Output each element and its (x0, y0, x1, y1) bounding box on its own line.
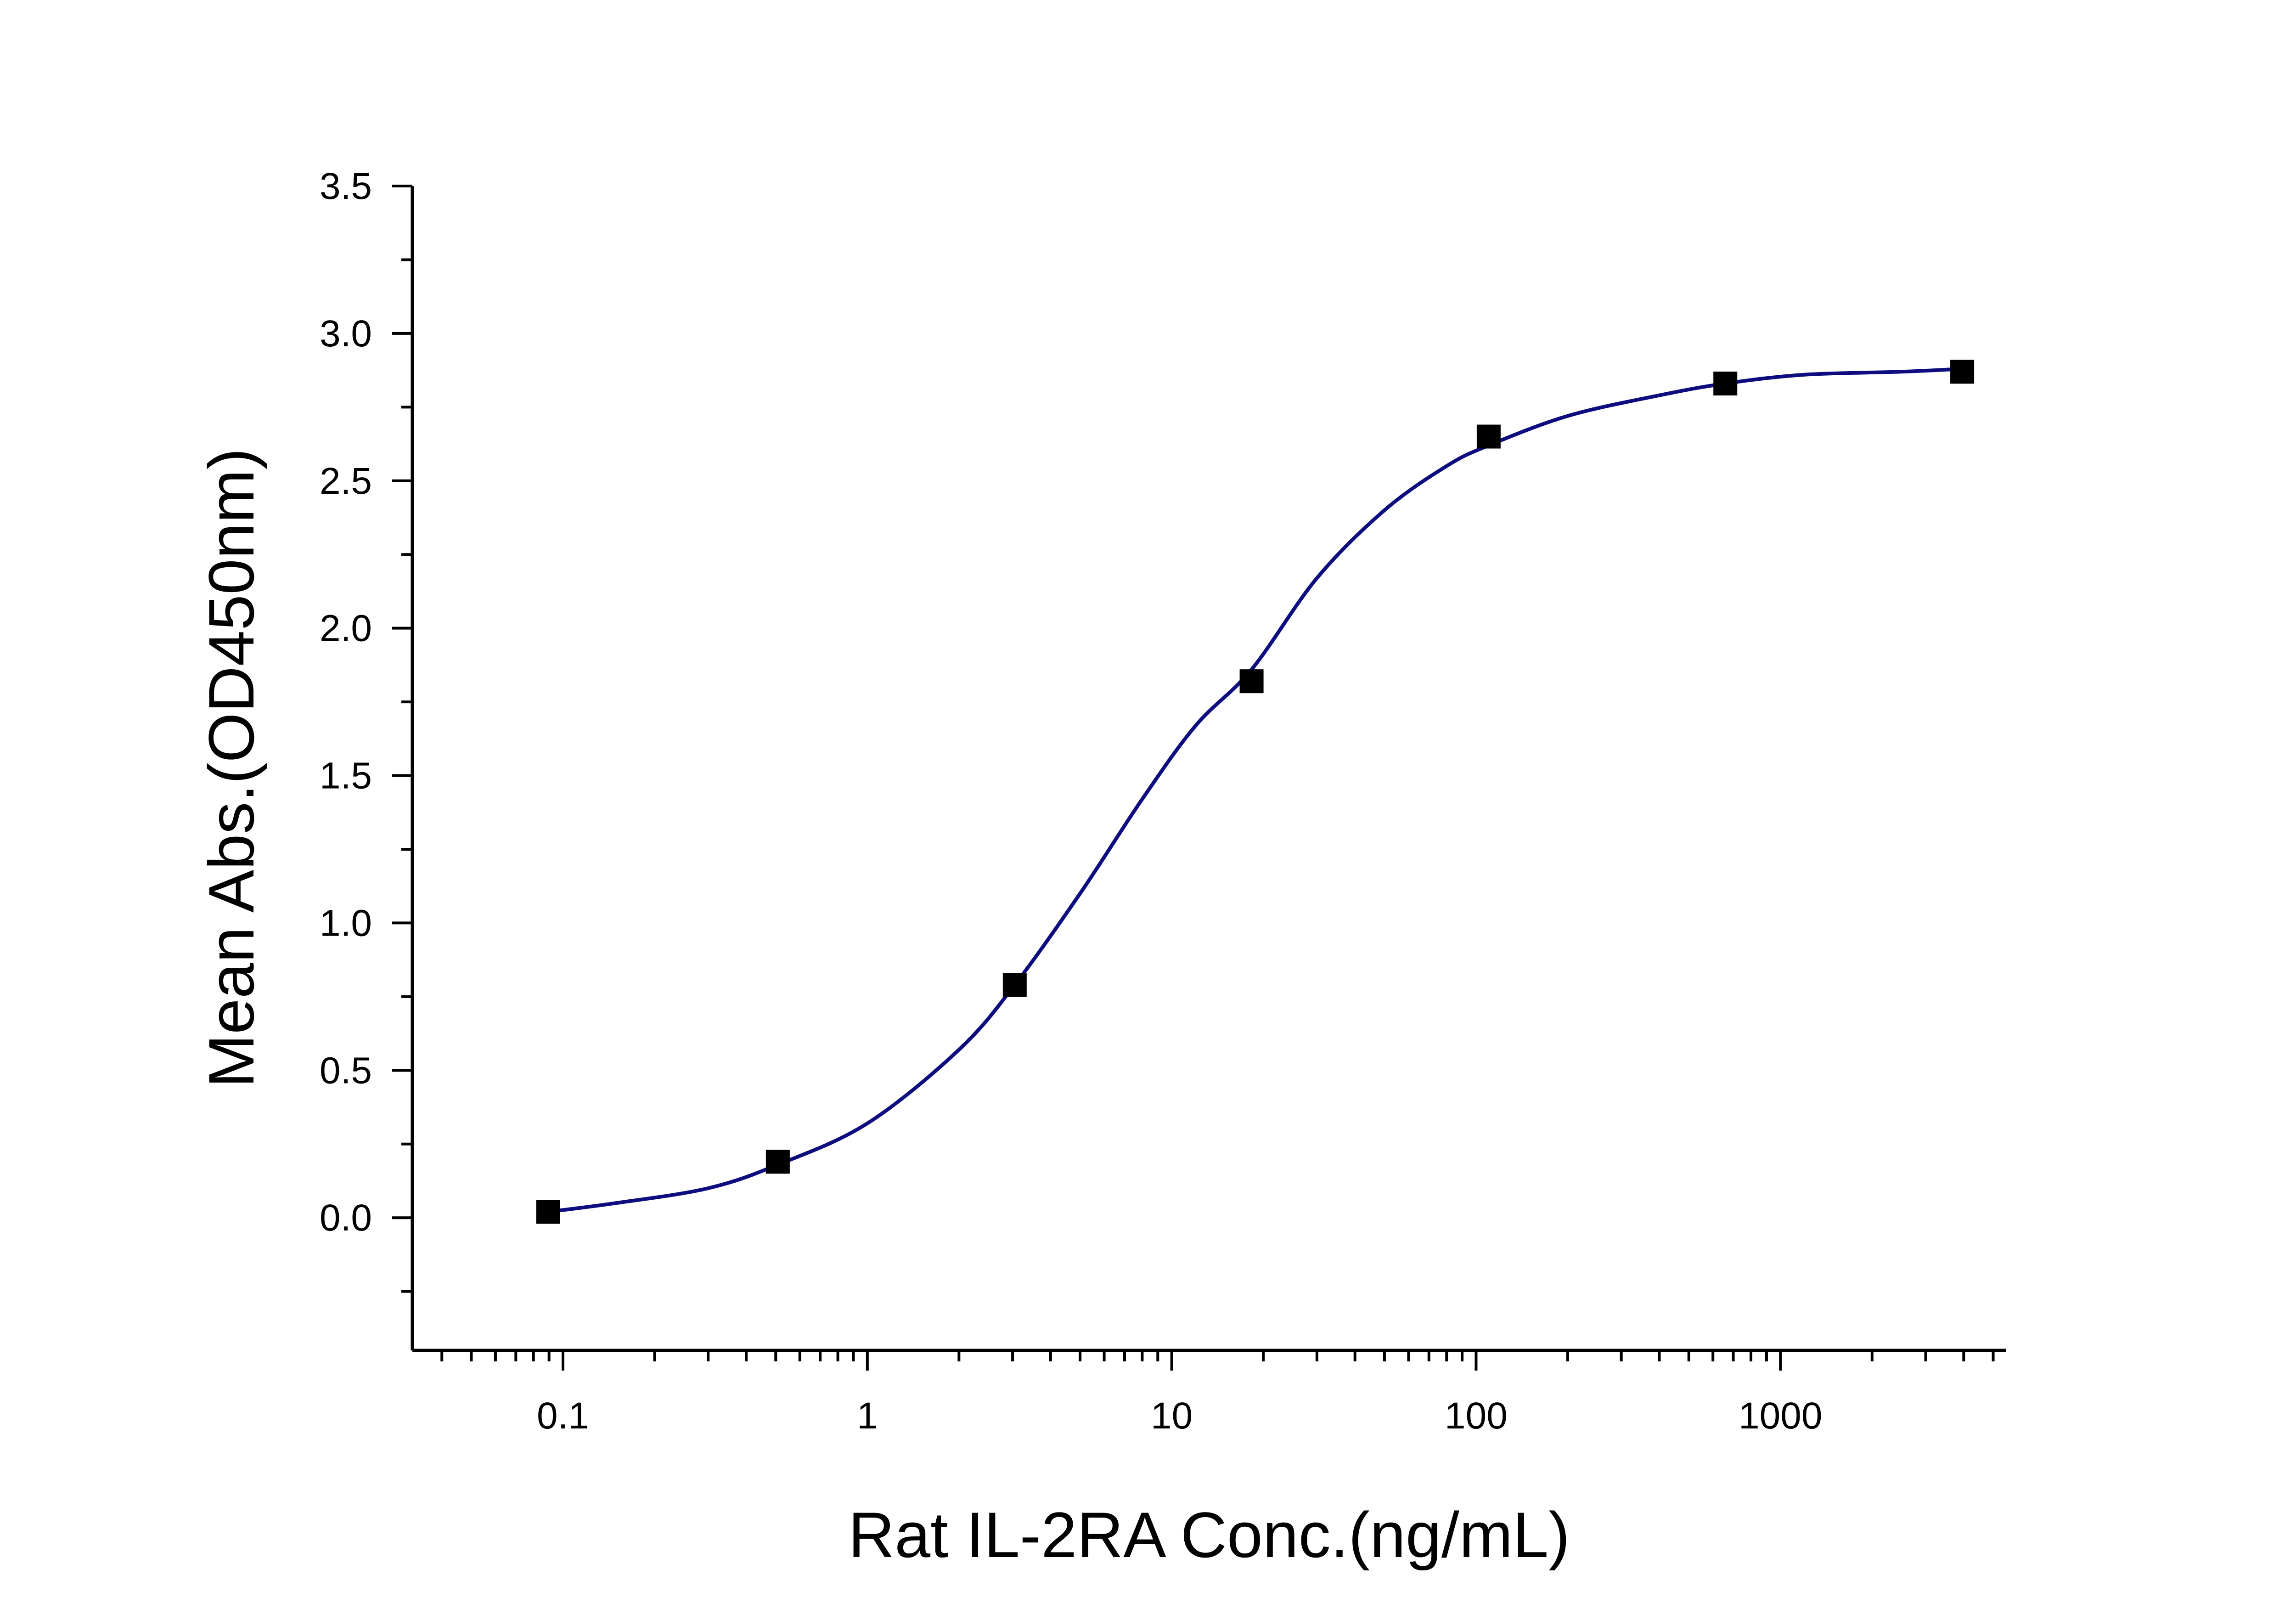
data-point-square (765, 1150, 790, 1174)
data-points (536, 360, 1975, 1224)
data-point-square (1713, 371, 1738, 395)
x-tick-label: 1000 (1739, 1395, 1822, 1437)
y-axis-title: Mean Abs.(OD450nm) (195, 448, 267, 1088)
data-point-square (1002, 973, 1027, 997)
y-tick-label: 1.0 (320, 902, 372, 944)
x-tick-label: 10 (1151, 1395, 1193, 1437)
y-tick-label: 0.0 (320, 1197, 372, 1239)
y-tick-label: 2.0 (320, 608, 372, 649)
x-tick-label: 0.1 (537, 1395, 589, 1437)
y-tick-label: 1.5 (320, 755, 372, 797)
data-point-square (1476, 424, 1501, 449)
data-point-square (1239, 669, 1264, 694)
data-point-square (536, 1200, 560, 1224)
y-tick-label: 2.5 (320, 460, 372, 502)
x-axis-ticks: 0.1 1 10 100 1000 (440, 1350, 1995, 1437)
y-tick-label: 0.5 (320, 1050, 372, 1091)
x-tick-label: 1 (857, 1395, 878, 1437)
y-tick-label: 3.0 (320, 313, 372, 355)
fit-curve-line (548, 367, 1963, 1214)
y-tick-label: 3.5 (320, 165, 372, 207)
plot-axes (411, 186, 2006, 1352)
x-tick-label: 100 (1445, 1395, 1508, 1437)
x-axis-title: Rat IL-2RA Conc.(ng/mL) (848, 1499, 1570, 1571)
y-axis-ticks: 0.0 0.5 1.0 1.5 2.0 2.5 3.0 3.5 (320, 165, 412, 1293)
data-point-square (1950, 360, 1975, 384)
